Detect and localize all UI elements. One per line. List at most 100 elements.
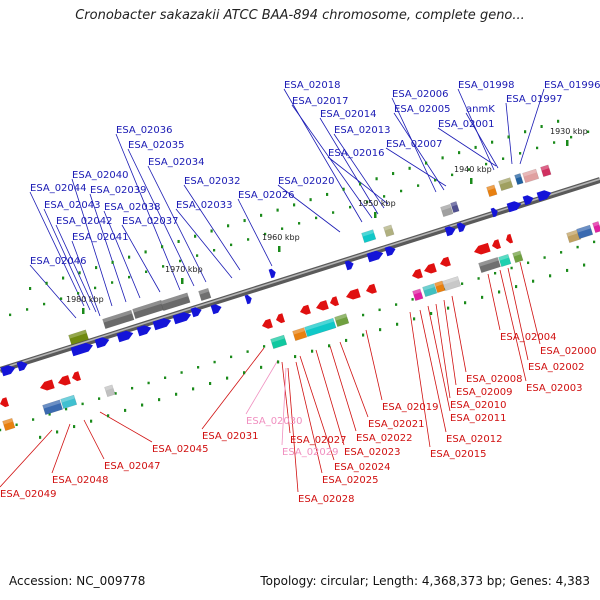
minor-tick-mark bbox=[362, 333, 365, 337]
reverse-gene-label[interactable]: ESA_02022 bbox=[356, 433, 413, 444]
forward-gene-label[interactable]: ESA_01998 bbox=[458, 80, 515, 91]
minor-tick-mark bbox=[147, 381, 150, 385]
forward-gene-label[interactable]: ESA_02033 bbox=[176, 200, 233, 211]
minor-tick-mark bbox=[515, 285, 518, 289]
forward-gene-feature bbox=[132, 299, 165, 320]
minor-tick-mark bbox=[540, 125, 543, 129]
minor-tick-mark bbox=[458, 151, 461, 155]
reverse-gene-label[interactable]: ESA_02047 bbox=[104, 461, 161, 472]
reverse-gene-label[interactable]: ESA_02023 bbox=[344, 447, 401, 458]
forward-gene-label[interactable]: ESA_02046 bbox=[30, 256, 87, 267]
minor-tick-mark bbox=[425, 161, 428, 165]
forward-gene-arrow bbox=[152, 318, 172, 331]
forward-gene-label[interactable]: ESA_02016 bbox=[328, 148, 385, 159]
reverse-gene-label[interactable]: ESA_02025 bbox=[322, 475, 379, 486]
minor-tick-mark bbox=[447, 306, 450, 310]
minor-tick-mark bbox=[532, 279, 535, 283]
minor-tick-mark bbox=[345, 338, 348, 342]
reverse-gene-label[interactable]: ESA_02012 bbox=[446, 434, 503, 445]
minor-tick-mark bbox=[519, 152, 522, 155]
forward-gene-label[interactable]: ESA_01997 bbox=[506, 94, 563, 105]
pseudo-gene-label[interactable]: ESA_02029 bbox=[282, 447, 339, 458]
label-connector bbox=[127, 148, 195, 287]
forward-gene-label[interactable]: ESA_02007 bbox=[386, 139, 443, 150]
forward-gene-arrow bbox=[94, 337, 110, 349]
reverse-gene-arrow bbox=[0, 397, 9, 408]
forward-gene-feature bbox=[486, 184, 498, 198]
minor-tick-mark bbox=[311, 349, 314, 353]
minor-tick-mark bbox=[77, 292, 80, 295]
forward-gene-label[interactable]: ESA_02040 bbox=[72, 170, 129, 181]
forward-gene-label[interactable]: ESA_02006 bbox=[392, 89, 449, 100]
forward-gene-label[interactable]: ESA_02018 bbox=[284, 80, 341, 91]
forward-gene-feature bbox=[383, 224, 395, 238]
forward-gene-label[interactable]: ESA_02014 bbox=[320, 109, 377, 120]
label-connector bbox=[0, 429, 53, 488]
reverse-gene-label[interactable]: ESA_02002 bbox=[528, 362, 585, 373]
reverse-gene-label[interactable]: ESA_02003 bbox=[526, 383, 583, 394]
minor-tick-mark bbox=[359, 182, 362, 186]
forward-gene-label[interactable]: ESA_01996 bbox=[544, 80, 600, 91]
minor-tick-mark bbox=[383, 195, 386, 198]
reverse-gene-label[interactable]: ESA_02019 bbox=[382, 402, 439, 413]
reverse-gene-label[interactable]: ESA_02009 bbox=[456, 387, 513, 398]
minor-tick-mark bbox=[468, 168, 471, 171]
reverse-gene-label[interactable]: ESA_02004 bbox=[500, 332, 557, 343]
minor-tick-mark bbox=[243, 219, 246, 223]
reverse-gene-label[interactable]: ESA_02049 bbox=[0, 489, 57, 500]
forward-gene-label[interactable]: ESA_02035 bbox=[128, 140, 185, 151]
forward-gene-label[interactable]: ESA_02038 bbox=[104, 202, 161, 213]
reverse-gene-label[interactable]: ESA_02000 bbox=[540, 346, 597, 357]
reverse-gene-label[interactable]: ESA_02008 bbox=[466, 374, 523, 385]
forward-gene-label[interactable]: ESA_02001 bbox=[438, 119, 495, 130]
forward-gene-label[interactable]: ESA_02042 bbox=[56, 216, 113, 227]
minor-tick-mark bbox=[583, 263, 586, 267]
minor-tick-mark bbox=[464, 301, 467, 305]
minor-tick-mark bbox=[576, 245, 579, 249]
minor-tick-mark bbox=[246, 350, 249, 353]
reverse-gene-label[interactable]: ESA_02031 bbox=[202, 431, 259, 442]
minor-tick-mark bbox=[192, 387, 195, 391]
reverse-gene-label[interactable]: ESA_02024 bbox=[334, 462, 391, 473]
forward-gene-label[interactable]: ESA_02039 bbox=[90, 185, 147, 196]
pseudo-gene-label[interactable]: ESA_02030 bbox=[246, 416, 303, 427]
minor-tick-mark bbox=[15, 423, 18, 427]
minor-tick-mark bbox=[111, 260, 114, 264]
minor-tick-mark bbox=[26, 308, 29, 311]
minor-tick-mark bbox=[366, 200, 369, 204]
forward-gene-label[interactable]: ESA_02034 bbox=[148, 157, 205, 168]
forward-gene-label[interactable]: ESA_02026 bbox=[238, 190, 295, 201]
forward-gene-label[interactable]: ESA_02036 bbox=[116, 125, 173, 136]
reverse-gene-label[interactable]: ESA_02048 bbox=[52, 475, 109, 486]
minor-tick-mark bbox=[281, 227, 284, 230]
forward-gene-label[interactable]: ESA_02013 bbox=[334, 125, 391, 136]
minor-tick-mark bbox=[587, 130, 590, 134]
forward-gene-label[interactable]: ESA_02041 bbox=[72, 232, 129, 243]
forward-gene-label[interactable]: ESA_02043 bbox=[44, 200, 101, 211]
forward-gene-label[interactable]: ESA_02005 bbox=[394, 104, 451, 115]
minor-tick-mark bbox=[9, 313, 12, 317]
reverse-gene-label[interactable]: ESA_02027 bbox=[290, 435, 347, 446]
minor-tick-mark bbox=[73, 425, 76, 429]
reverse-gene-label[interactable]: ESA_02045 bbox=[152, 444, 209, 455]
forward-gene-arrow bbox=[344, 260, 354, 271]
forward-gene-label[interactable]: ESA_02017 bbox=[292, 96, 349, 107]
reverse-gene-feature bbox=[498, 253, 512, 268]
reverse-gene-label[interactable]: ESA_02011 bbox=[450, 413, 507, 424]
reverse-gene-arrow bbox=[474, 242, 491, 255]
major-tick-mark bbox=[374, 212, 377, 218]
minor-tick-mark bbox=[32, 418, 35, 421]
forward-gene-label[interactable]: ESA_02037 bbox=[122, 216, 179, 227]
reverse-gene-label[interactable]: ESA_02021 bbox=[368, 419, 425, 430]
forward-gene-label[interactable]: anmK bbox=[466, 104, 495, 115]
reverse-gene-label[interactable]: ESA_02015 bbox=[430, 449, 487, 460]
minor-tick-mark bbox=[43, 302, 46, 306]
forward-gene-label[interactable]: ESA_02032 bbox=[184, 176, 241, 187]
reverse-gene-label[interactable]: ESA_02028 bbox=[298, 494, 355, 505]
forward-gene-arrow bbox=[116, 330, 134, 343]
label-connector bbox=[51, 423, 71, 474]
forward-gene-label[interactable]: ESA_02044 bbox=[30, 183, 87, 194]
reverse-gene-label[interactable]: ESA_02010 bbox=[450, 400, 507, 411]
forward-gene-label[interactable]: ESA_02020 bbox=[278, 176, 335, 187]
